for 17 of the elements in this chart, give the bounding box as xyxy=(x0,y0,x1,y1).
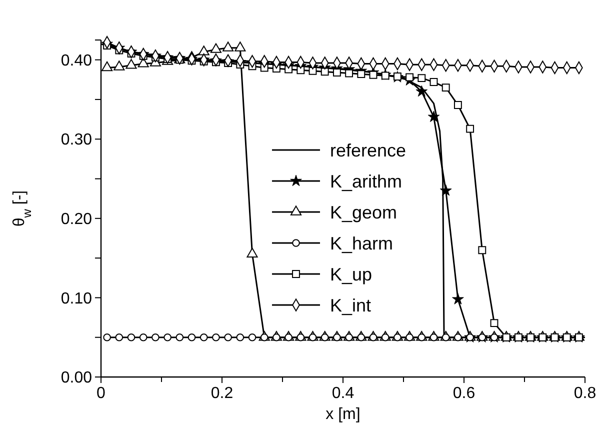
legend-label: reference xyxy=(330,140,406,160)
y-tick-label: 0.10 xyxy=(60,290,92,308)
x-tick-label: 0.8 xyxy=(574,385,596,402)
legend-label: K_up xyxy=(330,264,372,284)
x-tick-label: 0.6 xyxy=(452,385,476,402)
legend-label: K_int xyxy=(330,295,372,316)
y-tick-label: 0.30 xyxy=(60,132,92,149)
y-tick-label: 0.00 xyxy=(60,370,92,387)
legend-label: K_harm xyxy=(330,233,394,254)
x-axis-title: x [m] xyxy=(326,406,360,423)
x-tick-label: 0.2 xyxy=(210,385,234,402)
y-tick-label: 0.40 xyxy=(60,52,92,70)
x-tick-label: 0 xyxy=(96,385,106,402)
legend-label: K_geom xyxy=(330,202,398,222)
legend-label: K_arithm xyxy=(330,171,402,192)
x-tick-label: 0.4 xyxy=(332,385,354,402)
y-tick-label: 0.20 xyxy=(60,211,92,228)
